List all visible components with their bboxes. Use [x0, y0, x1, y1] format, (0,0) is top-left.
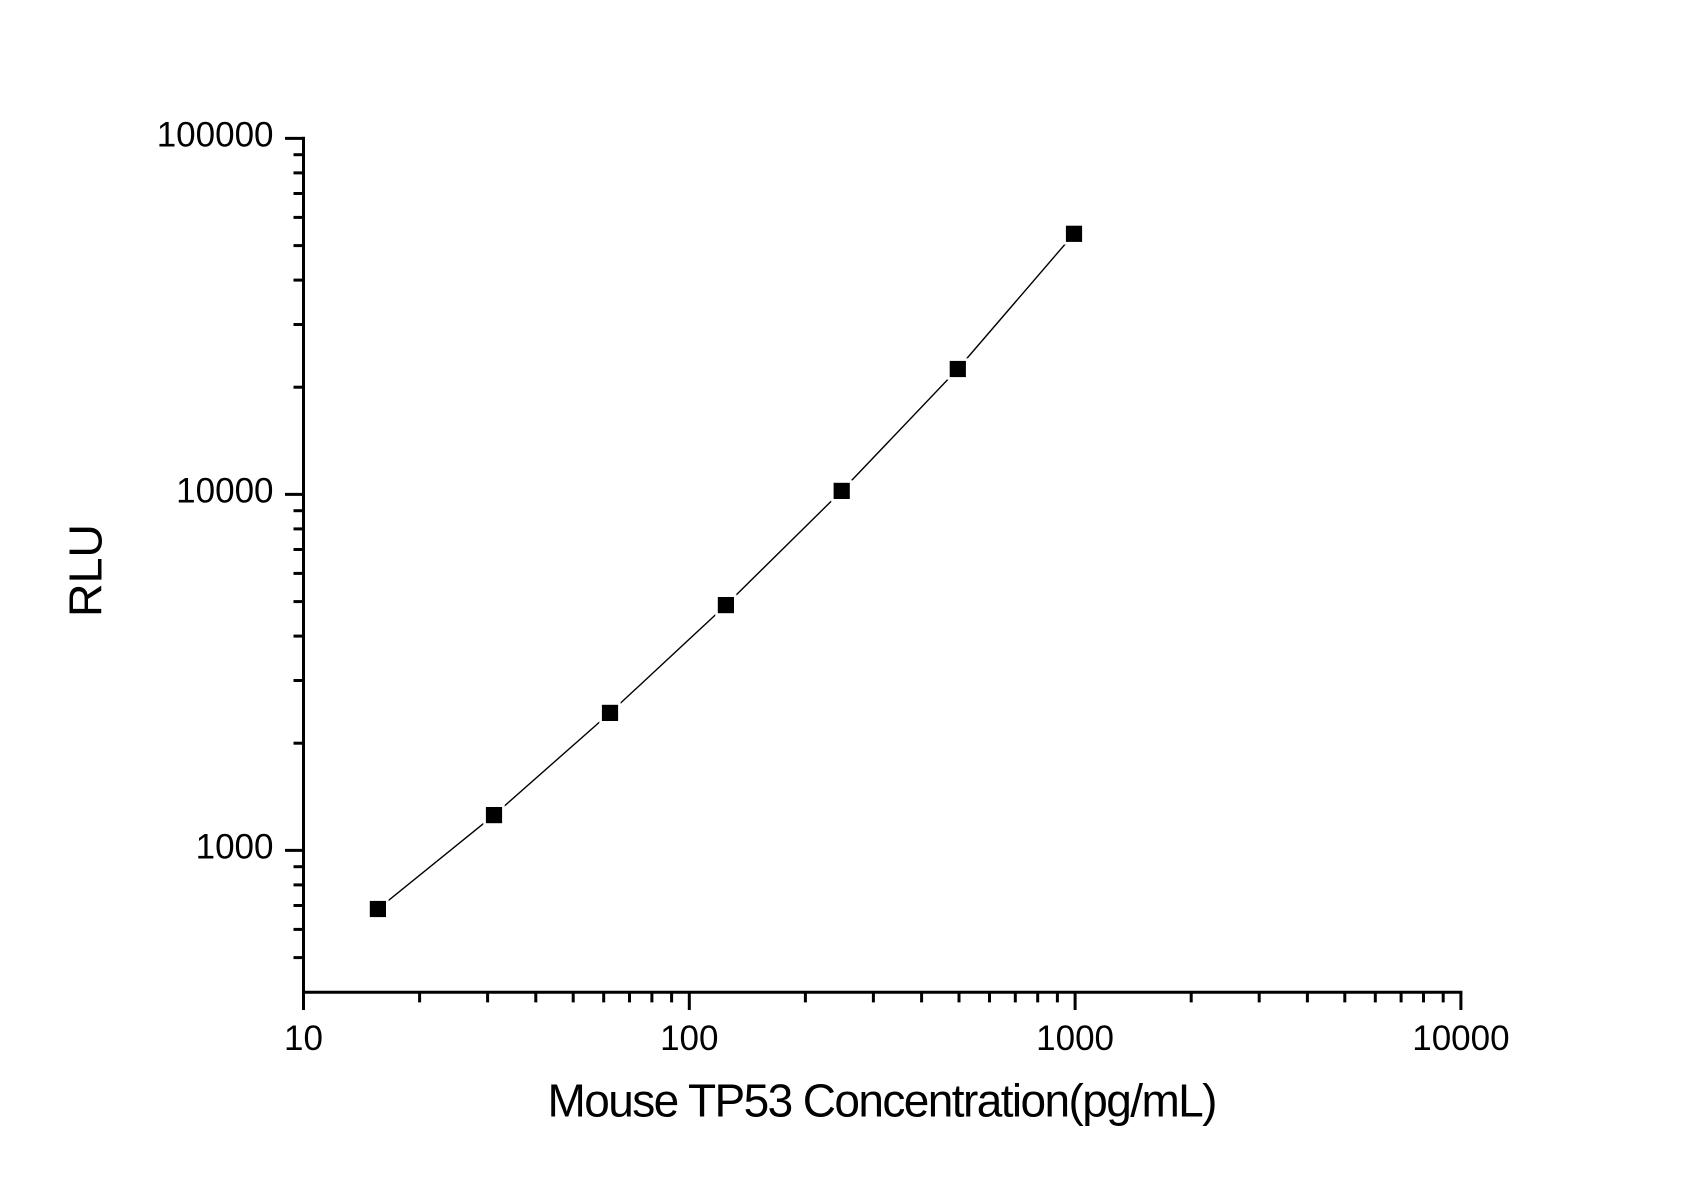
svg-text:100: 100 — [660, 1019, 718, 1058]
svg-text:10000: 10000 — [1412, 1019, 1509, 1058]
svg-text:1000: 1000 — [196, 827, 274, 866]
svg-text:10: 10 — [284, 1019, 323, 1058]
svg-text:1000: 1000 — [1036, 1019, 1114, 1058]
svg-text:100000: 100000 — [157, 115, 274, 154]
svg-text:10000: 10000 — [176, 471, 273, 510]
svg-text:RLU: RLU — [60, 524, 112, 617]
svg-text:Mouse TP53 Concentration(pg/mL: Mouse TP53 Concentration(pg/mL) — [548, 1074, 1218, 1126]
